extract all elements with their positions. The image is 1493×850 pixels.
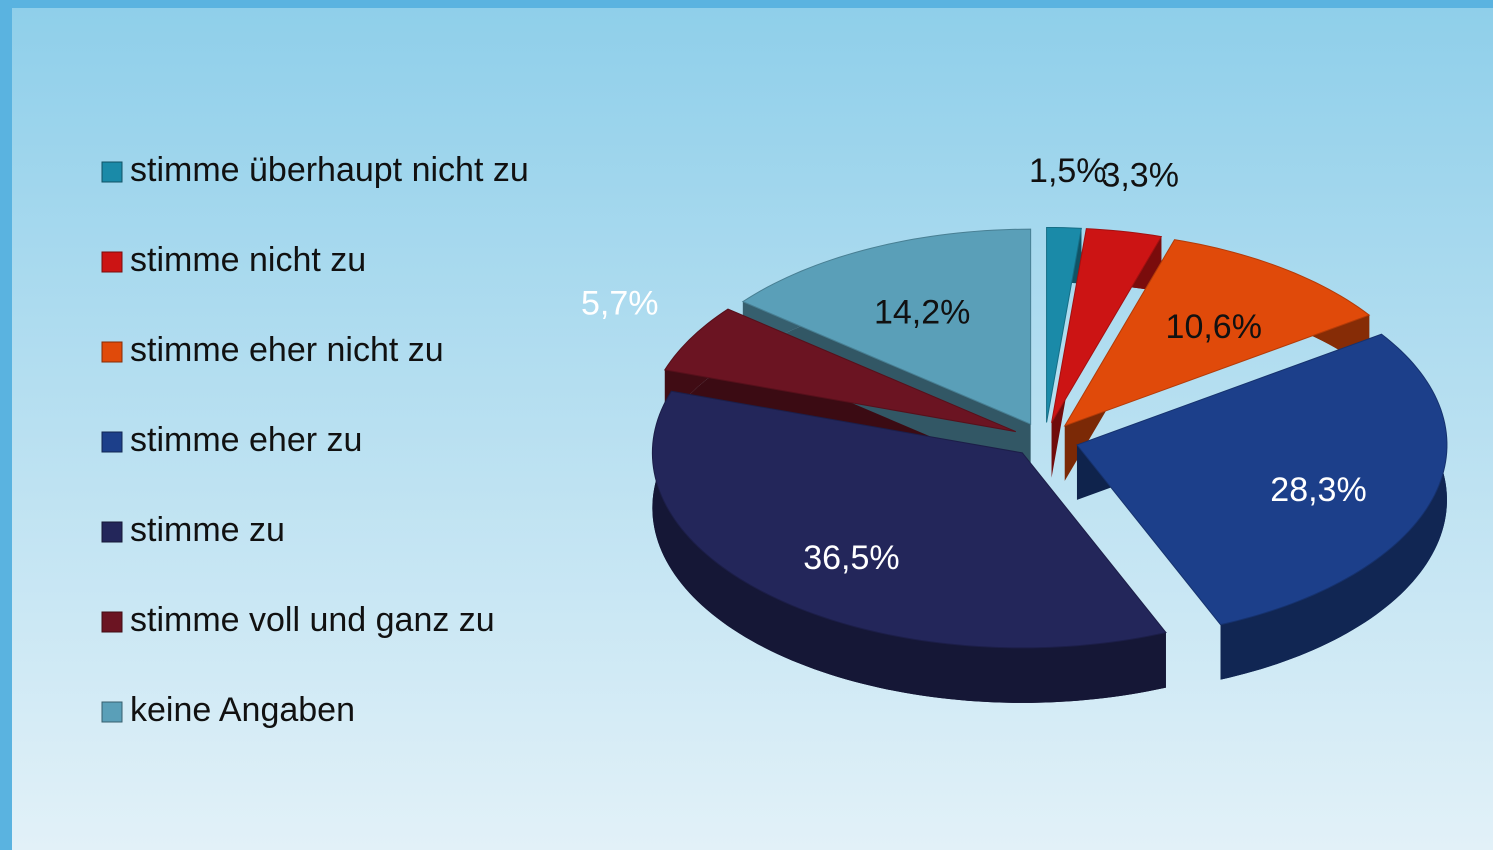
slice xyxy=(651,390,1167,649)
legend-swatch xyxy=(101,701,123,723)
legend-label: stimme voll und ganz zu xyxy=(130,601,495,639)
data-label: 14,2% xyxy=(874,294,970,332)
data-label: 1,5% xyxy=(1029,152,1107,190)
legend-swatch xyxy=(101,521,123,543)
legend-label: stimme nicht zu xyxy=(130,241,366,279)
slice xyxy=(1046,226,1082,423)
labels: 1,5%3,3% 10,6% 28,3% 36,5% 5,7% 14,2% xyxy=(581,152,1367,577)
legend-swatch xyxy=(101,161,123,183)
legend: stimme überhaupt nicht zu stimme nicht zu… xyxy=(101,151,529,729)
data-label: 28,3% xyxy=(1270,471,1366,509)
slice-wall xyxy=(1220,334,1447,680)
legend-swatch xyxy=(101,431,123,453)
legend-label: stimme zu xyxy=(130,511,285,549)
legend-label: stimme eher zu xyxy=(130,421,362,459)
legend-swatch xyxy=(101,611,123,633)
slice xyxy=(741,228,1032,425)
legend-label: keine Angaben xyxy=(130,691,355,729)
data-label: 5,7% xyxy=(581,284,659,322)
data-label: 3,3% xyxy=(1101,157,1179,195)
legend-swatch xyxy=(101,251,123,273)
slices xyxy=(651,226,1448,649)
slice xyxy=(1063,239,1371,427)
legend-swatch xyxy=(101,341,123,363)
legend-label: stimme überhaupt nicht zu xyxy=(130,151,529,189)
slice xyxy=(1076,333,1448,626)
legend-label: stimme eher nicht zu xyxy=(130,331,444,369)
data-label: 36,5% xyxy=(803,539,899,577)
slice xyxy=(663,308,1016,433)
slice-wall xyxy=(652,391,1166,703)
data-label: 10,6% xyxy=(1166,308,1262,346)
slice xyxy=(1051,228,1163,424)
